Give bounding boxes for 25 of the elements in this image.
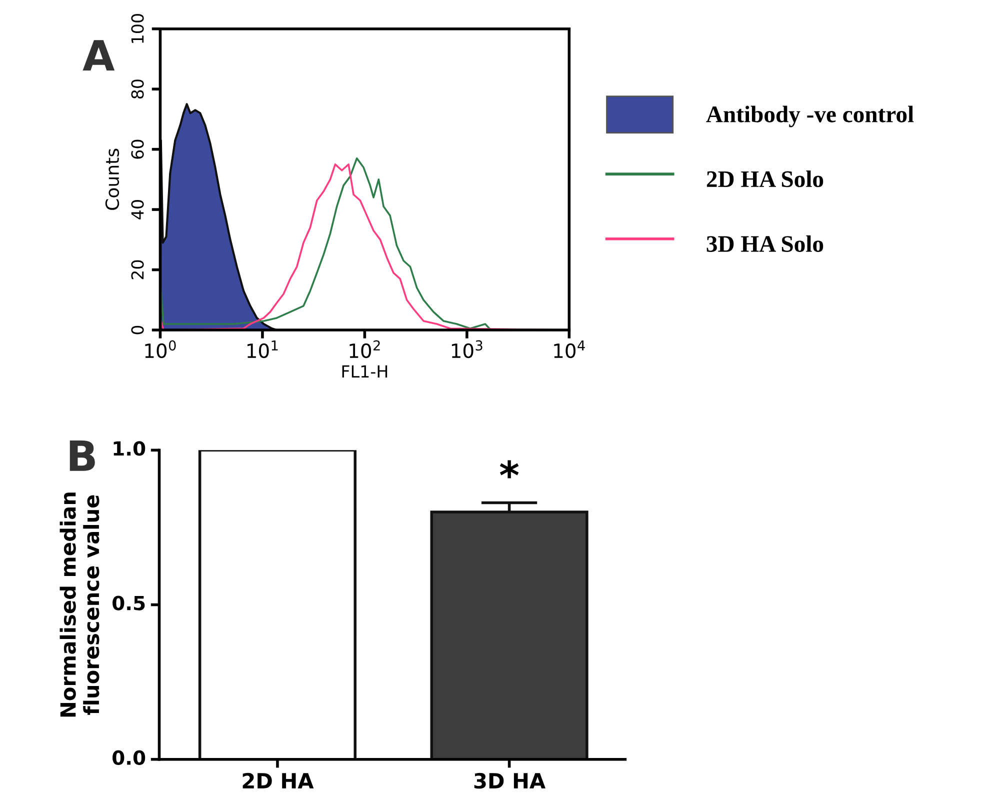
x-tick-label: 10$^{3}$ [452, 340, 482, 358]
chart-title: A [82, 40, 115, 70]
y-tick-label: 80 [131, 80, 144, 99]
x-tick-label: 10$^{4}$ [554, 340, 585, 358]
legend-label: 2D HA Solo [706, 170, 824, 188]
y-tick-label: 0.0 [112, 750, 146, 765]
chart-title: B [70, 440, 95, 471]
x-tick-label: 10$^{0}$ [145, 340, 176, 358]
y-tick-label: 1.0 [114, 441, 146, 456]
y-axis-title: Normalised median fluorescence value [60, 492, 100, 717]
legend-label: Antibody -ve control [706, 106, 914, 128]
y-axis-title: Counts [105, 148, 120, 210]
y-tick-label: 100 [131, 14, 144, 43]
x-tick-label: 2D HA [242, 772, 314, 788]
y-tick-label: 0 [131, 326, 144, 334]
annotation: * [500, 460, 519, 478]
y-tick-label: 40 [131, 200, 144, 220]
x-tick-label: 10$^{2}$ [350, 340, 380, 358]
legend-label: 3D HA Solo [706, 235, 824, 252]
x-axis-title: FL1-H [342, 365, 388, 378]
y-tick-label: 0.5 [112, 596, 145, 610]
x-tick-label: 10$^{1}$ [247, 340, 278, 358]
y-tick-label: 60 [131, 140, 144, 159]
x-tick-label: 3D HA [474, 772, 546, 789]
y-tick-label: 20 [131, 260, 144, 280]
